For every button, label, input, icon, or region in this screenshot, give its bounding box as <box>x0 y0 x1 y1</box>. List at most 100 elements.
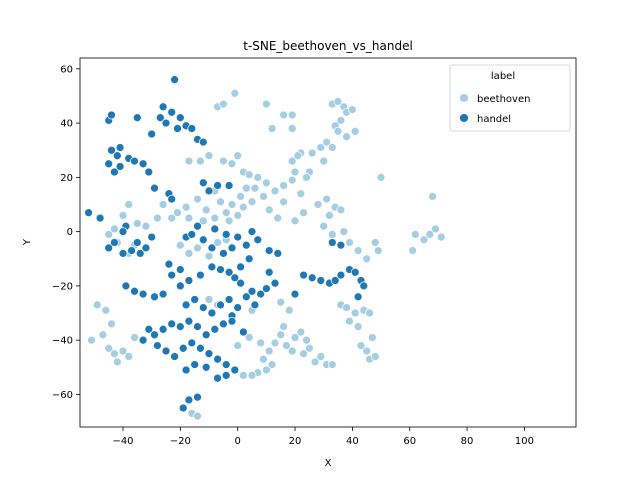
x-tick-label: 0 <box>235 436 241 447</box>
data-point-handel <box>115 162 125 171</box>
data-point-beethoven <box>293 151 303 161</box>
data-point-handel <box>161 346 171 356</box>
data-point-handel <box>213 181 222 190</box>
data-point-handel <box>175 113 185 123</box>
data-point-handel <box>213 354 222 364</box>
x-tick-label: 80 <box>461 436 474 447</box>
data-point-beethoven <box>270 338 280 348</box>
data-point-handel <box>121 281 131 291</box>
data-point-beethoven <box>193 411 202 421</box>
data-point-handel <box>219 319 228 329</box>
x-tick-label: −40 <box>112 436 133 447</box>
data-point-handel <box>216 300 225 310</box>
data-point-beethoven <box>264 205 274 215</box>
data-point-beethoven <box>173 208 182 218</box>
data-point-beethoven <box>267 360 277 369</box>
data-point-beethoven <box>342 132 351 142</box>
data-point-beethoven <box>313 200 323 209</box>
y-tick-label: 40 <box>60 119 73 130</box>
data-point-beethoven <box>333 126 343 136</box>
data-point-handel <box>175 265 185 274</box>
data-point-beethoven <box>276 330 286 340</box>
data-point-handel <box>193 221 202 231</box>
data-point-handel <box>253 235 263 245</box>
data-point-handel <box>216 265 225 274</box>
data-point-handel <box>135 249 145 258</box>
data-point-beethoven <box>204 295 214 304</box>
data-point-beethoven <box>130 333 139 342</box>
legend: label beethoven handel <box>449 64 571 132</box>
data-point-handel <box>112 151 122 161</box>
data-point-handel <box>210 224 220 234</box>
data-point-beethoven <box>425 230 435 239</box>
y-tick-label: −40 <box>52 336 73 347</box>
data-point-beethoven <box>236 192 245 201</box>
data-point-beethoven <box>287 175 297 185</box>
data-point-beethoven <box>104 343 114 353</box>
data-point-handel <box>233 303 243 312</box>
legend-title: label <box>491 71 515 82</box>
legend-frame <box>449 64 571 132</box>
data-point-handel <box>207 243 217 253</box>
data-point-beethoven <box>112 357 122 367</box>
data-point-handel <box>227 316 237 326</box>
data-point-beethoven <box>184 156 194 166</box>
data-point-handel <box>330 276 340 285</box>
data-point-handel <box>264 267 274 277</box>
data-point-handel <box>299 270 308 280</box>
data-point-beethoven <box>256 338 265 348</box>
data-point-beethoven <box>259 192 268 201</box>
data-point-handel <box>204 349 214 359</box>
data-point-handel <box>170 352 179 361</box>
data-point-handel <box>327 238 337 247</box>
x-tick-label: −20 <box>170 436 191 447</box>
data-point-handel <box>241 240 251 250</box>
data-point-beethoven <box>193 243 202 253</box>
data-point-handel <box>158 102 168 112</box>
data-point-handel <box>193 392 202 402</box>
data-point-handel <box>190 295 200 304</box>
data-point-beethoven <box>431 224 440 234</box>
data-point-handel <box>207 262 217 272</box>
series-handel <box>84 75 369 413</box>
data-point-handel <box>221 230 231 239</box>
data-point-beethoven <box>262 99 271 109</box>
data-point-handel <box>173 124 182 133</box>
data-point-handel <box>132 113 142 123</box>
data-point-beethoven <box>262 178 271 188</box>
data-point-beethoven <box>319 156 329 166</box>
data-point-handel <box>273 249 283 258</box>
data-point-beethoven <box>348 105 357 114</box>
data-point-handel <box>187 338 197 348</box>
data-point-beethoven <box>290 216 300 226</box>
data-point-beethoven <box>267 124 277 133</box>
data-point-handel <box>201 330 211 340</box>
data-point-beethoven <box>193 194 202 204</box>
data-point-beethoven <box>227 159 237 169</box>
data-point-handel <box>104 159 114 169</box>
data-point-handel <box>236 278 245 288</box>
data-point-handel <box>210 324 220 334</box>
legend-marker-handel <box>459 113 469 123</box>
data-point-handel <box>167 270 177 280</box>
data-point-beethoven <box>141 221 151 231</box>
data-point-beethoven <box>184 213 194 223</box>
data-point-handel <box>184 316 194 326</box>
data-point-beethoven <box>296 327 306 337</box>
data-point-beethoven <box>279 322 288 331</box>
data-point-handel <box>167 194 177 204</box>
data-point-beethoven <box>158 200 168 209</box>
x-tick-label: 100 <box>515 436 534 447</box>
y-tick-label: 60 <box>60 64 73 75</box>
data-point-handel <box>221 371 231 380</box>
chart-title: t-SNE_beethoven_vs_handel <box>243 39 413 53</box>
data-point-beethoven <box>411 230 420 239</box>
data-point-beethoven <box>307 148 317 158</box>
data-point-handel <box>336 270 346 280</box>
data-point-handel <box>150 330 159 340</box>
y-axis-label: Y <box>22 238 33 246</box>
data-point-handel <box>150 292 159 302</box>
data-point-beethoven <box>239 202 248 212</box>
data-point-beethoven <box>299 349 308 359</box>
legend-label-beethoven: beethoven <box>477 94 530 105</box>
